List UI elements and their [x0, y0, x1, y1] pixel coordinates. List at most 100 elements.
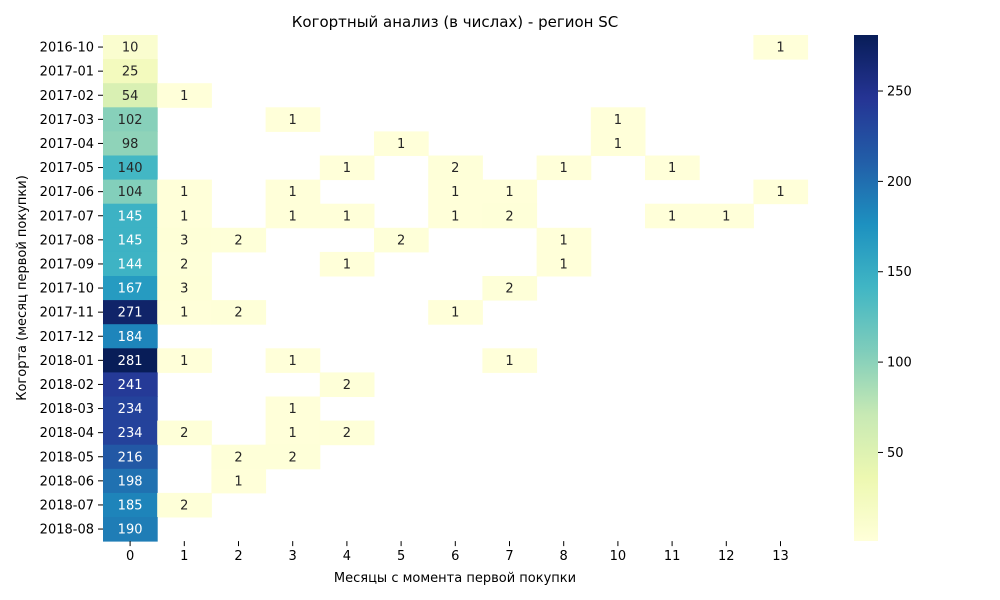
heatmap-cell-label: 2 [234, 233, 242, 248]
heatmap-cell [103, 420, 158, 446]
heatmap-cell [265, 203, 321, 229]
colorbar-tick-label: 200 [887, 175, 912, 190]
heatmap-cell-label: 145 [118, 209, 143, 224]
heatmap-cell-label: 140 [118, 161, 143, 176]
heatmap-cell-label: 1 [289, 209, 297, 224]
heatmap-cell-label: 2 [343, 378, 351, 393]
heatmap-cell-label: 1 [180, 185, 188, 200]
heatmap-cell [265, 348, 321, 373]
heatmap-cell [319, 155, 375, 181]
heatmap-cell [428, 300, 483, 325]
heatmap-cell [265, 420, 321, 446]
heatmap-cell-label: 2 [505, 209, 513, 224]
heatmap-cell-label: 1 [505, 185, 513, 200]
heatmap-cell [157, 251, 212, 277]
y-tick-label: 2017-01 [40, 65, 94, 80]
heatmap-cell [103, 492, 158, 518]
y-tick-label: 2017-11 [40, 306, 94, 321]
y-tick-label: 2017-08 [40, 233, 94, 248]
heatmap-cell [482, 276, 538, 301]
heatmap-cell [374, 131, 429, 156]
y-tick-label: 2017-02 [40, 89, 94, 104]
heatmap-cell [319, 203, 375, 229]
heatmap-cell [753, 35, 809, 60]
heatmap-cell [157, 203, 212, 229]
x-tick-label: 11 [664, 549, 681, 564]
heatmap-cell [319, 420, 375, 446]
heatmap-cell-label: 2 [289, 450, 297, 465]
y-tick-label: 2018-07 [40, 498, 94, 513]
heatmap-cell [211, 227, 267, 253]
heatmap-cell [428, 179, 483, 205]
x-tick-label: 3 [289, 549, 297, 564]
heatmap-cell [265, 444, 321, 470]
heatmap-cell [103, 324, 158, 349]
x-tick-label: 4 [343, 549, 351, 564]
x-axis-label: Месяцы с момента первой покупки [334, 571, 576, 586]
heatmap-cell [157, 300, 212, 325]
x-tick-label: 7 [505, 549, 513, 564]
x-axis: 0 1 2 3 4 5 6 7 8 10 11 12 13 [126, 541, 789, 564]
heatmap-cell-label: 1 [451, 209, 459, 224]
y-tick-label: 2017-04 [40, 137, 94, 152]
heatmap-cell-label: 1 [505, 354, 513, 369]
y-tick-label: 2017-12 [40, 330, 94, 345]
heatmap-cell [103, 59, 158, 84]
heatmap-cell-label: 1 [722, 209, 730, 224]
y-tick-label: 2018-04 [40, 426, 94, 441]
heatmap-cell-label: 1 [560, 161, 568, 176]
heatmap-cell [482, 348, 538, 373]
y-tick-label: 2016-10 [40, 41, 94, 56]
y-tick-label: 2017-09 [40, 257, 94, 272]
heatmap-cell [103, 517, 158, 542]
heatmap-cell [103, 300, 158, 325]
heatmap-cell [103, 131, 158, 156]
colorbar-ticks: 50 100 150 200 250 [878, 85, 912, 461]
heatmap-cell-label: 98 [122, 137, 139, 152]
heatmap-cell [103, 227, 158, 253]
heatmap-cell-label: 2 [180, 426, 188, 441]
x-tick-label: 8 [560, 549, 568, 564]
heatmap-cell-label: 2 [343, 426, 351, 441]
colorbar-tick-label: 250 [887, 85, 912, 100]
heatmap-cell [103, 179, 158, 205]
heatmap-cell [265, 179, 321, 205]
heatmap-cell-label: 3 [180, 282, 188, 297]
heatmap-cell [536, 227, 592, 253]
y-tick-label: 2017-03 [40, 113, 94, 128]
y-axis-label: Когорта (месяц первой покупки) [15, 175, 30, 401]
colorbar-tick-label: 150 [887, 265, 912, 280]
heatmap-cell [157, 83, 212, 108]
heatmap-cell-label: 3 [180, 233, 188, 248]
heatmap-cell [103, 372, 158, 397]
colorbar [854, 35, 878, 541]
heatmap-cell-label: 1 [397, 137, 405, 152]
heatmap-cell-label: 2 [234, 306, 242, 321]
heatmap-cell [645, 155, 700, 181]
heatmap-cell [157, 492, 212, 518]
heatmap-cell-label: 2 [180, 498, 188, 513]
y-tick-label: 2017-06 [40, 185, 94, 200]
heatmap-cell-label: 1 [668, 161, 676, 176]
heatmap-cell-label: 1 [289, 402, 297, 417]
heatmap-cell [428, 155, 483, 181]
heatmap-cell-label: 1 [343, 209, 351, 224]
y-tick-label: 2018-06 [40, 474, 94, 489]
heatmap-cell-label: 1 [668, 209, 676, 224]
heatmap-cell [103, 107, 158, 132]
heatmap-cell [374, 227, 429, 253]
y-tick-label: 2017-07 [40, 209, 94, 224]
heatmap-cell-label: 10 [122, 41, 139, 56]
heatmap-cell [753, 179, 809, 205]
heatmap-cell [428, 203, 483, 229]
heatmap-cell-label: 1 [343, 161, 351, 176]
x-tick-label: 13 [772, 549, 789, 564]
heatmap-cell-label: 2 [180, 257, 188, 272]
heatmap-cell [482, 179, 538, 205]
heatmap-cell-label: 1 [180, 354, 188, 369]
heatmap-cell [590, 107, 646, 132]
heatmap-cell-label: 1 [180, 89, 188, 104]
y-tick-label: 2018-08 [40, 523, 94, 538]
